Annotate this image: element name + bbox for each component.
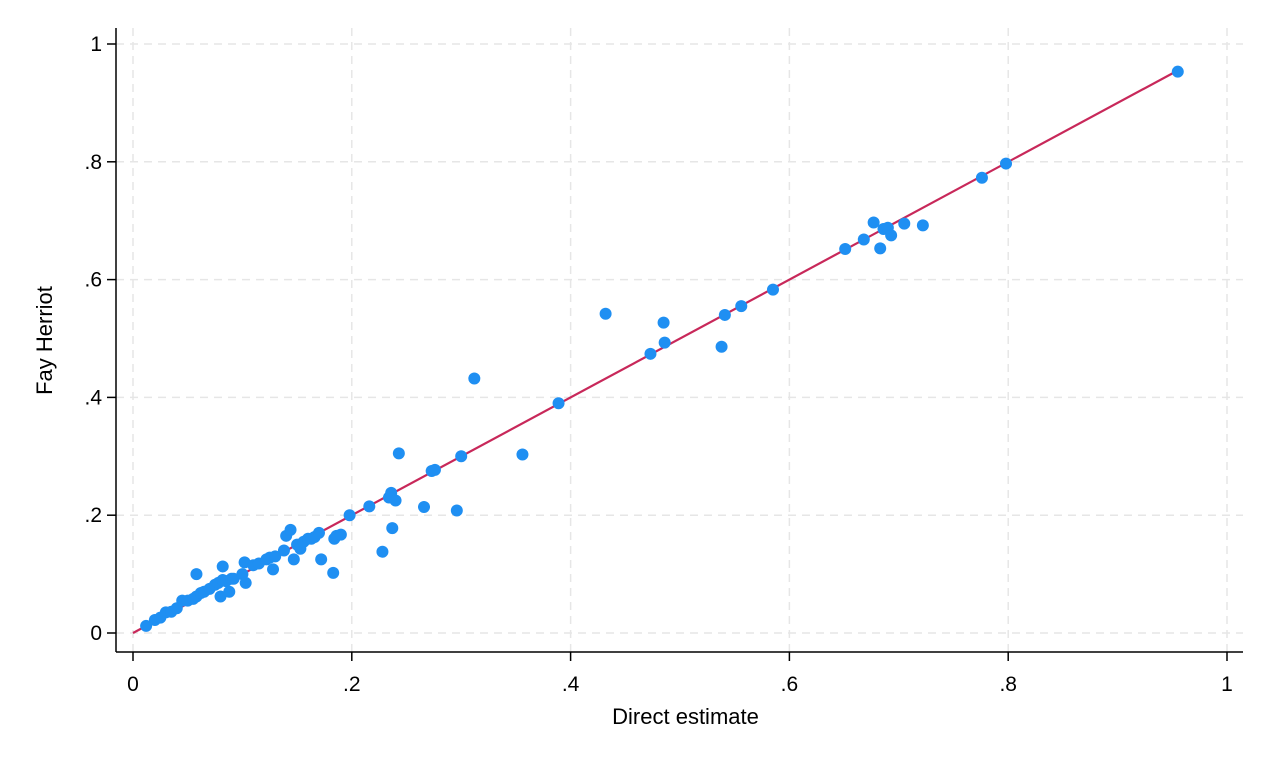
scatter-point [552,397,565,410]
scatter-point [885,229,898,242]
scatter-point [874,242,887,255]
tick-layer: 0 .2 .4 .6 .8 1 0 .2 .4 .6 .8 1 [84,33,1232,696]
scatter-point [343,509,356,522]
scatter-point [269,550,282,563]
scatter-point [1000,157,1013,170]
scatter-point [190,568,203,581]
grid-layer [116,28,1243,652]
scatter-point [715,340,728,353]
x-tick-label: .8 [999,673,1017,696]
scatter-point [718,308,731,321]
scatter-point [455,450,468,463]
scatter-point [327,566,340,579]
scatter-point [450,504,463,517]
scatter-point [389,494,402,507]
y-tick-label: .2 [84,504,102,527]
x-tick-label: 0 [127,673,139,696]
scatter-point [216,560,229,573]
scatter-point [227,572,240,585]
scatter-point [599,307,612,320]
scatter-point [287,553,300,566]
scatter-point [898,217,911,230]
y-tick-label: .6 [84,269,102,292]
x-tick-label: .2 [343,673,361,696]
scatter-point [857,233,870,246]
x-tick-label: .4 [562,673,580,696]
scatter-point [315,553,328,566]
x-axis-title: Direct estimate [612,704,759,729]
scatter-point [392,447,405,460]
scatter-point [418,500,431,513]
scatter-point [1171,65,1184,78]
scatter-point [766,283,779,296]
scatter-point [376,545,389,558]
scatter-point [468,372,481,385]
scatter-point [657,316,670,329]
point-layer [140,65,1184,632]
x-tick-label: .6 [781,673,799,696]
scatter-point [267,563,280,576]
scatter-point [140,619,153,632]
scatter-point [916,219,929,232]
y-axis-title: Fay Herriot [32,286,57,395]
x-tick-label: 1 [1221,673,1233,696]
axis-layer [115,28,1243,653]
scatter-point [867,216,880,229]
scatter-point [284,523,297,536]
scatter-point [386,522,399,535]
scatter-point [428,463,441,476]
y-tick-label: .4 [84,386,102,409]
y-tick-label: 0 [90,622,102,645]
scatter-point [312,526,325,539]
scatter-point [214,590,227,603]
scatter-point [239,576,252,589]
scatter-point [516,448,529,461]
scatter-point [363,500,376,513]
scatter-point [975,171,988,184]
y-tick-label: .8 [84,151,102,174]
scatter-point [223,585,236,598]
scatter-point [839,242,852,255]
y-tick-label: 1 [90,33,102,56]
scatter-point [334,528,347,541]
scatter-point [658,336,671,349]
scatter-point [644,347,657,360]
scatter-point [735,300,748,313]
scatter-point [277,544,290,557]
